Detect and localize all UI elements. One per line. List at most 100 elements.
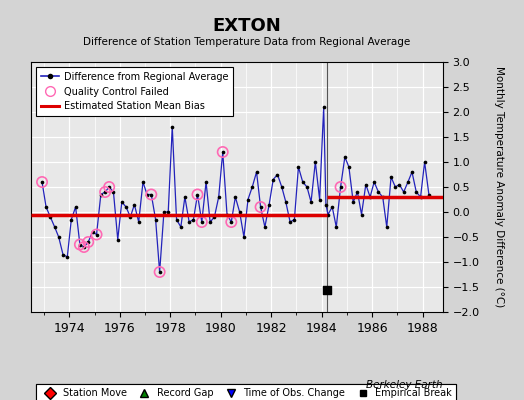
Point [84,239,92,245]
Point [265,201,274,208]
Point [139,179,147,185]
Point [181,194,189,200]
Point [324,211,332,218]
Point [374,189,383,195]
Point [101,189,110,195]
Point [105,184,113,190]
Point [227,219,235,225]
Point [345,164,353,170]
Point [80,244,88,250]
Point [278,184,286,190]
Point [332,224,341,230]
Point [206,219,214,225]
Point [42,204,50,210]
Point [274,171,282,178]
Point [341,154,349,160]
Y-axis label: Monthly Temperature Anomaly Difference (°C): Monthly Temperature Anomaly Difference (… [494,66,504,308]
Point [101,189,110,195]
Point [294,164,303,170]
Point [256,204,265,210]
Point [59,251,67,258]
Point [349,199,357,205]
Point [370,179,378,185]
Point [92,231,101,238]
Point [143,191,151,198]
Point [253,169,261,175]
Point [89,229,97,235]
Point [96,191,105,198]
Point [417,194,425,200]
Text: Berkeley Earth: Berkeley Earth [366,380,443,390]
Point [135,219,143,225]
Point [311,159,320,165]
Point [231,194,239,200]
Point [240,234,248,240]
Point [383,224,391,230]
Point [395,181,403,188]
Point [315,196,324,203]
Point [168,124,177,130]
Point [198,219,206,225]
Point [71,204,80,210]
Point [126,214,135,220]
Text: EXTON: EXTON [212,17,281,35]
Point [177,224,185,230]
Point [46,214,54,220]
Point [130,201,138,208]
Point [328,204,336,210]
Point [147,191,156,198]
Point [193,191,202,198]
Point [156,269,164,275]
Point [227,219,235,225]
Point [357,211,366,218]
Point [387,174,395,180]
Point [256,204,265,210]
Point [336,184,345,190]
Point [260,224,269,230]
Point [75,241,84,248]
Point [38,179,46,185]
Point [248,184,256,190]
Point [110,189,118,195]
Point [322,286,331,293]
Point [244,196,252,203]
Point [399,189,408,195]
Point [38,179,46,185]
Point [320,104,328,110]
Point [353,189,362,195]
Point [286,219,294,225]
Point [420,159,429,165]
Point [412,189,420,195]
Point [193,191,202,198]
Point [114,236,122,243]
Point [303,184,311,190]
Point [408,169,416,175]
Point [366,194,374,200]
Legend: Station Move, Record Gap, Time of Obs. Change, Empirical Break: Station Move, Record Gap, Time of Obs. C… [36,384,456,400]
Point [54,234,63,240]
Point [105,184,113,190]
Point [50,224,59,230]
Point [189,216,198,223]
Point [198,219,206,225]
Point [322,201,330,208]
Point [307,199,315,205]
Point [164,209,172,215]
Point [299,179,307,185]
Point [67,216,75,223]
Point [223,211,231,218]
Point [147,191,156,198]
Point [336,184,345,190]
Point [202,179,210,185]
Point [362,181,370,188]
Point [156,269,164,275]
Point [214,194,223,200]
Point [210,214,219,220]
Text: Difference of Station Temperature Data from Regional Average: Difference of Station Temperature Data f… [83,37,410,47]
Point [160,209,168,215]
Point [63,254,71,260]
Point [378,194,387,200]
Point [151,216,160,223]
Point [117,199,126,205]
Point [391,184,399,190]
